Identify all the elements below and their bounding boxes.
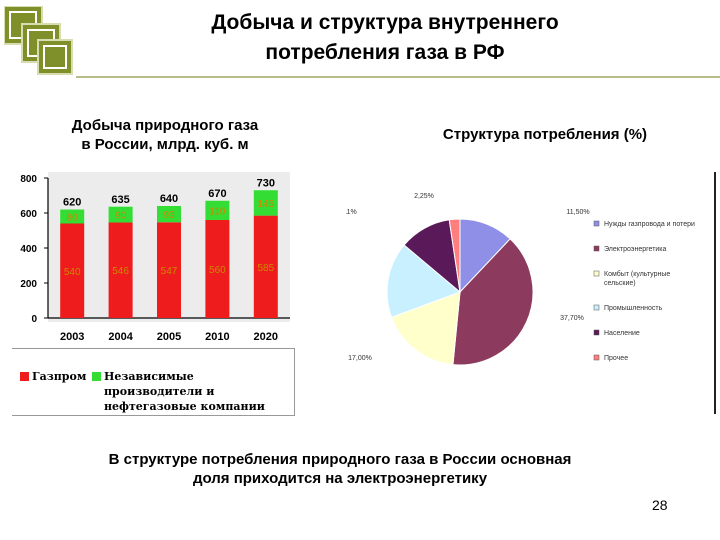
- consumption-pie-chart: 11,50%37,70%17,00%16,00%11%2,25%Нужды га…: [346, 168, 716, 414]
- legend-label: Нужды газпровода и потери: [604, 221, 695, 228]
- production-bar-chart: 800 600 400 200 0 540 80 620 2003 546 90 635 2004 547…: [20, 172, 290, 343]
- pie-data-label: 17,00%: [348, 355, 372, 362]
- x-tick-label: 2020: [254, 331, 278, 343]
- bar-independent: [253, 190, 278, 216]
- bar-chart-title-line-2: в России, млрд. куб. м: [81, 136, 249, 153]
- logo-icon: [4, 6, 73, 75]
- legend-swatch: [593, 304, 600, 311]
- bar-chart-legend: Газпром Независимые производители и нефт…: [12, 348, 295, 416]
- pie-slice: [448, 218, 461, 293]
- x-tick-label: 2010: [205, 331, 229, 343]
- legend-swatch: [593, 245, 600, 252]
- legend-label-independent-line-1: Независимые производители и: [104, 370, 215, 398]
- data-label-independent: 80: [67, 213, 79, 224]
- data-label-gazprom: 547: [161, 266, 178, 277]
- data-label-gazprom: 546: [112, 266, 129, 277]
- x-tick-label: 2003: [60, 331, 84, 343]
- pie-data-label: 11%: [346, 209, 357, 216]
- data-label-independent: 90: [115, 211, 127, 222]
- y-tick-label: 200: [20, 279, 37, 290]
- bar-gazprom: [157, 222, 181, 318]
- legend-label: Комбыт (культурные: [604, 270, 670, 278]
- bar-gazprom: [60, 223, 85, 318]
- bar-independent: [108, 206, 133, 223]
- title-line-1: Добыча и структура внутреннего: [211, 11, 559, 34]
- pie-slice: [452, 238, 534, 366]
- conclusion-line-1: В структуре потребления природного газа …: [108, 451, 572, 468]
- pie-data-label: 37,70%: [560, 315, 584, 322]
- y-tick-label: 0: [31, 314, 37, 325]
- pie-slice: [390, 291, 461, 366]
- legend-label-independent: Независимые производители и нефтегазовые…: [104, 369, 294, 414]
- legend-swatch: [593, 354, 600, 361]
- bar-chart-title: Добыча природного газа в России, млрд. к…: [30, 116, 300, 154]
- legend-label: Электроэнергетика: [604, 246, 667, 253]
- legend-label: Население: [604, 330, 640, 337]
- data-label-independent: 93: [163, 210, 175, 221]
- x-tick-label: 2005: [157, 331, 181, 343]
- data-label-total: 670: [208, 188, 226, 200]
- data-label-total: 730: [257, 177, 275, 189]
- bar-independent: [205, 200, 230, 220]
- page-number: 28: [652, 497, 668, 513]
- legend-label: сельские): [604, 280, 636, 287]
- legend-swatch-independent: [92, 372, 101, 381]
- pie-slice: [386, 244, 461, 318]
- title-divider: [76, 76, 720, 78]
- legend-label-independent-line-2: нефтегазовые компании: [104, 400, 265, 413]
- data-label-independent: 110: [209, 206, 225, 217]
- legend-swatch-gazprom: [20, 372, 29, 381]
- bar-gazprom: [205, 220, 230, 318]
- data-label-gazprom: 540: [64, 267, 81, 278]
- bar-chart-title-line-1: Добыча природного газа: [71, 117, 259, 134]
- page-title: Добыча и структура внутреннего потреблен…: [150, 8, 620, 68]
- legend-swatch: [593, 329, 600, 336]
- y-tick-label: 800: [20, 174, 37, 185]
- legend-label-gazprom: Газпром: [32, 370, 87, 383]
- bar-independent: [157, 206, 181, 223]
- pie-chart-title: Структура потребления (%): [442, 126, 648, 143]
- title-line-2: потребления газа в РФ: [265, 41, 505, 64]
- data-label-gazprom: 585: [257, 263, 274, 274]
- legend-label: Прочее: [604, 355, 628, 362]
- legend-swatch: [593, 220, 600, 227]
- data-label-total: 640: [160, 193, 178, 205]
- y-tick-label: 400: [20, 244, 37, 255]
- pie-data-label: 11,50%: [566, 209, 589, 216]
- legend-label: Промышленность: [604, 305, 663, 312]
- bar-gazprom: [108, 222, 133, 318]
- y-tick-label: 600: [20, 209, 37, 220]
- data-label-gazprom: 560: [209, 265, 226, 276]
- conclusion-line-2: доля приходится на электроэнергетику: [192, 470, 488, 487]
- data-label-total: 635: [111, 194, 129, 206]
- x-tick-label: 2004: [108, 331, 133, 343]
- data-label-total: 620: [63, 197, 81, 209]
- bar-independent: [60, 209, 85, 224]
- chart-border-line: [714, 172, 716, 414]
- bar-gazprom: [253, 215, 278, 318]
- conclusion-text: В структуре потребления природного газа …: [40, 450, 640, 488]
- pie-data-label: 2,25%: [414, 193, 434, 200]
- legend-swatch: [593, 270, 600, 277]
- data-label-independent: 145: [257, 199, 274, 210]
